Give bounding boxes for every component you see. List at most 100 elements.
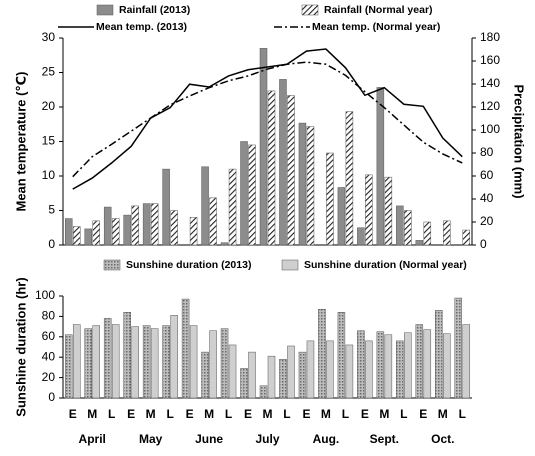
x-group-label: July bbox=[255, 432, 279, 446]
bar bbox=[92, 325, 100, 399]
x-tick-label: L bbox=[166, 407, 173, 421]
legend-label: Sunshine duration (Normal year) bbox=[304, 259, 467, 271]
x-tick-label: L bbox=[225, 407, 232, 421]
bar bbox=[415, 324, 424, 399]
bar bbox=[131, 326, 139, 399]
line bbox=[72, 61, 463, 178]
bar bbox=[345, 111, 354, 246]
bar bbox=[454, 297, 463, 399]
bar bbox=[64, 218, 73, 246]
y-tick-label: 10 bbox=[42, 168, 56, 182]
x-tick-label: M bbox=[379, 407, 389, 421]
bar bbox=[248, 144, 256, 246]
bar bbox=[84, 328, 92, 399]
y2-tick-label: 160 bbox=[480, 53, 500, 67]
bar bbox=[337, 187, 346, 246]
y2-tick-label: 0 bbox=[480, 237, 487, 251]
bar bbox=[111, 324, 120, 399]
bar bbox=[443, 220, 451, 246]
legend-swatch bbox=[301, 4, 319, 16]
x-tick-label: E bbox=[302, 407, 310, 421]
bar bbox=[201, 166, 209, 246]
bar bbox=[396, 340, 404, 399]
y-axis-title: Sunshine duration (hr) bbox=[13, 277, 28, 416]
bar bbox=[240, 141, 248, 246]
y2-axis-title: Precipitation (mm) bbox=[512, 84, 527, 198]
x-group-label: Sept. bbox=[370, 432, 399, 446]
bar bbox=[462, 324, 471, 399]
bar bbox=[123, 312, 131, 399]
bar bbox=[415, 240, 424, 246]
x-group-label: April bbox=[79, 432, 106, 446]
legend-label: Mean temp. (2013) bbox=[96, 21, 187, 33]
bar bbox=[298, 351, 307, 399]
y-tick-label: 30 bbox=[42, 30, 56, 44]
x-group-label: Oct. bbox=[431, 432, 454, 446]
bar bbox=[267, 355, 276, 399]
bar bbox=[162, 168, 170, 246]
bar bbox=[443, 333, 451, 399]
bar bbox=[103, 206, 112, 246]
x-group-label: Aug. bbox=[313, 432, 340, 446]
bar bbox=[209, 197, 217, 246]
bar bbox=[131, 205, 139, 246]
x-tick-label: M bbox=[146, 407, 156, 421]
bar bbox=[306, 340, 315, 399]
y2-tick-label: 100 bbox=[480, 122, 500, 136]
y-tick-label: 20 bbox=[42, 370, 56, 384]
y-tick-label: 100 bbox=[35, 288, 55, 302]
bar bbox=[248, 351, 256, 399]
legend-label: Rainfall (2013) bbox=[119, 4, 190, 16]
y-tick-label: 0 bbox=[48, 390, 55, 404]
bar bbox=[64, 334, 73, 399]
bar bbox=[209, 330, 217, 399]
bar bbox=[423, 329, 432, 399]
bar bbox=[365, 340, 373, 399]
y-tick-label: 15 bbox=[42, 134, 56, 148]
y-tick-label: 40 bbox=[42, 349, 56, 363]
bar bbox=[279, 358, 287, 399]
y-tick-label: 20 bbox=[42, 99, 56, 113]
bar bbox=[318, 309, 326, 399]
bar bbox=[201, 351, 209, 399]
x-tick-label: L bbox=[283, 407, 290, 421]
x-tick-label: E bbox=[361, 407, 369, 421]
legend-label: Sunshine duration (2013) bbox=[126, 259, 251, 271]
bar bbox=[240, 368, 248, 399]
line bbox=[72, 48, 463, 190]
x-tick-label: L bbox=[342, 407, 349, 421]
x-tick-label: M bbox=[87, 407, 97, 421]
bar bbox=[170, 210, 178, 246]
bar bbox=[345, 344, 354, 399]
y-tick-label: 0 bbox=[48, 237, 55, 251]
bar bbox=[267, 90, 276, 246]
bar bbox=[111, 218, 120, 246]
x-group-label: May bbox=[139, 432, 163, 446]
legend-swatch bbox=[96, 4, 114, 16]
bar bbox=[142, 203, 151, 246]
bar bbox=[92, 220, 100, 246]
y2-tick-label: 60 bbox=[480, 168, 494, 182]
y-tick-label: 25 bbox=[42, 65, 56, 79]
bar bbox=[170, 315, 178, 399]
y-tick-label: 80 bbox=[42, 309, 56, 323]
x-tick-label: E bbox=[419, 407, 427, 421]
y2-tick-label: 120 bbox=[480, 99, 500, 113]
bar bbox=[181, 298, 190, 399]
bar bbox=[287, 95, 295, 246]
legend-label: Mean temp. (Normal year) bbox=[312, 21, 440, 33]
y2-tick-label: 20 bbox=[480, 214, 494, 228]
y2-tick-label: 140 bbox=[480, 76, 500, 90]
bar bbox=[287, 345, 295, 399]
x-tick-label: E bbox=[244, 407, 252, 421]
bar bbox=[376, 87, 385, 246]
x-group-label: June bbox=[195, 432, 223, 446]
x-tick-label: M bbox=[263, 407, 273, 421]
y2-tick-label: 180 bbox=[480, 30, 500, 44]
bar bbox=[306, 126, 315, 246]
y-tick-label: 5 bbox=[48, 203, 55, 217]
bar bbox=[228, 168, 237, 246]
bar bbox=[103, 318, 112, 399]
bar bbox=[150, 203, 159, 246]
